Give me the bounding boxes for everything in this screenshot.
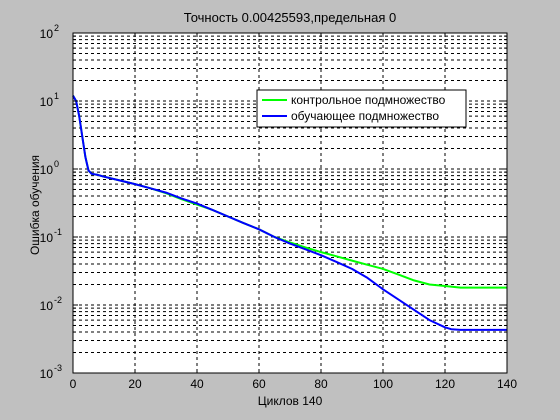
y-tick-exponent: 1	[54, 91, 59, 101]
x-axis-label: Циклов 140	[258, 394, 323, 408]
series-layer	[72, 95, 507, 331]
plot-frame	[72, 32, 508, 374]
x-tick-label: 60	[252, 377, 266, 391]
x-tick-label: 0	[70, 377, 77, 391]
y-tick-label: 10	[40, 367, 54, 381]
legend-box	[256, 89, 467, 128]
plot-area	[73, 33, 507, 373]
x-tick-label: 140	[497, 377, 517, 391]
series-line-training	[72, 95, 507, 331]
x-tick-label: 40	[190, 377, 204, 391]
chart-title: Точность 0.00425593,предельная 0	[184, 10, 396, 25]
x-tick-label: 100	[373, 377, 393, 391]
legend-label-control: контрольное подмножество	[291, 93, 446, 107]
x-tick-label: 20	[128, 377, 142, 391]
y-tick-exponent: -3	[54, 363, 62, 373]
y-tick-label: 10	[40, 299, 54, 313]
y-tick-label: 10	[40, 27, 54, 41]
legend-label-training: обучающее подмножество	[291, 109, 439, 123]
y-tick-exponent: -1	[54, 227, 62, 237]
x-tick-label: 120	[435, 377, 455, 391]
y-tick-exponent: 0	[54, 159, 59, 169]
y-tick-exponent: -2	[54, 295, 62, 305]
y-tick-label: 10	[40, 95, 54, 109]
y-axis-label: Ошибка обучения	[28, 155, 42, 255]
y-tick-label: 10	[40, 231, 54, 245]
legend: контрольное подмножество обучающее подмн…	[256, 89, 467, 128]
x-tick-label: 80	[314, 377, 328, 391]
y-tick-label: 10	[40, 163, 54, 177]
y-tick-exponent: 2	[54, 23, 59, 33]
